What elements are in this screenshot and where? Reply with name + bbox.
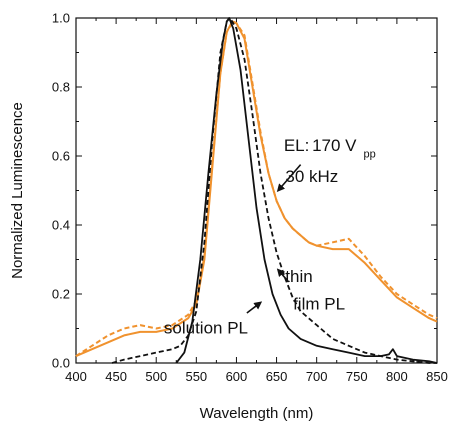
x-tick-label: 550 xyxy=(185,369,207,384)
y-tick-label: 0.4 xyxy=(52,218,70,233)
y-tick-label: 0.6 xyxy=(52,149,70,164)
annotation-arrow xyxy=(246,301,263,314)
x-tick-label: 450 xyxy=(105,369,127,384)
x-axis-title: Wavelength (nm) xyxy=(200,405,314,422)
x-tick-label: 850 xyxy=(426,369,448,384)
series-line-1 xyxy=(75,20,438,357)
y-tick-label: 0.8 xyxy=(52,80,70,95)
annotation-label: pp xyxy=(363,149,375,161)
plot-frame xyxy=(75,17,438,364)
annotation-label: solution PL xyxy=(164,319,248,338)
x-tick-label: 800 xyxy=(386,369,408,384)
x-tick-label: 400 xyxy=(65,369,87,384)
series-line-0 xyxy=(75,20,438,358)
annotation-label: film PL xyxy=(293,295,345,314)
annotation-label: 30 kHz xyxy=(285,167,338,186)
y-axis-title: Normalized Luminescence xyxy=(9,102,26,279)
annotation-arrow xyxy=(276,164,302,193)
annotation-arrow xyxy=(276,268,290,283)
x-tick-label: 700 xyxy=(306,369,328,384)
annotation-label: thin xyxy=(285,267,312,286)
plot-area: 400 450 500 550 600 650 700 750 800 850 0.0 0.2 0.4 0… xyxy=(52,11,448,385)
series-line-2 xyxy=(111,17,437,364)
x-tick-label: 650 xyxy=(266,369,288,384)
series-line-3 xyxy=(175,17,438,364)
annotation-label: EL: xyxy=(284,136,310,155)
series-layer xyxy=(75,17,438,364)
y-tick-label: 1.0 xyxy=(52,11,70,26)
y-tick-label: 0.2 xyxy=(52,287,70,302)
x-tick-label: 600 xyxy=(226,369,248,384)
x-tick-label: 500 xyxy=(145,369,167,384)
annotation-layer: EL: 170 V pp 30 kHz thin film PL solution PL xyxy=(164,136,376,338)
x-tick-label: 750 xyxy=(346,369,368,384)
y-tick-label: 0.0 xyxy=(52,356,70,371)
annotation-label: 170 V xyxy=(312,136,357,155)
